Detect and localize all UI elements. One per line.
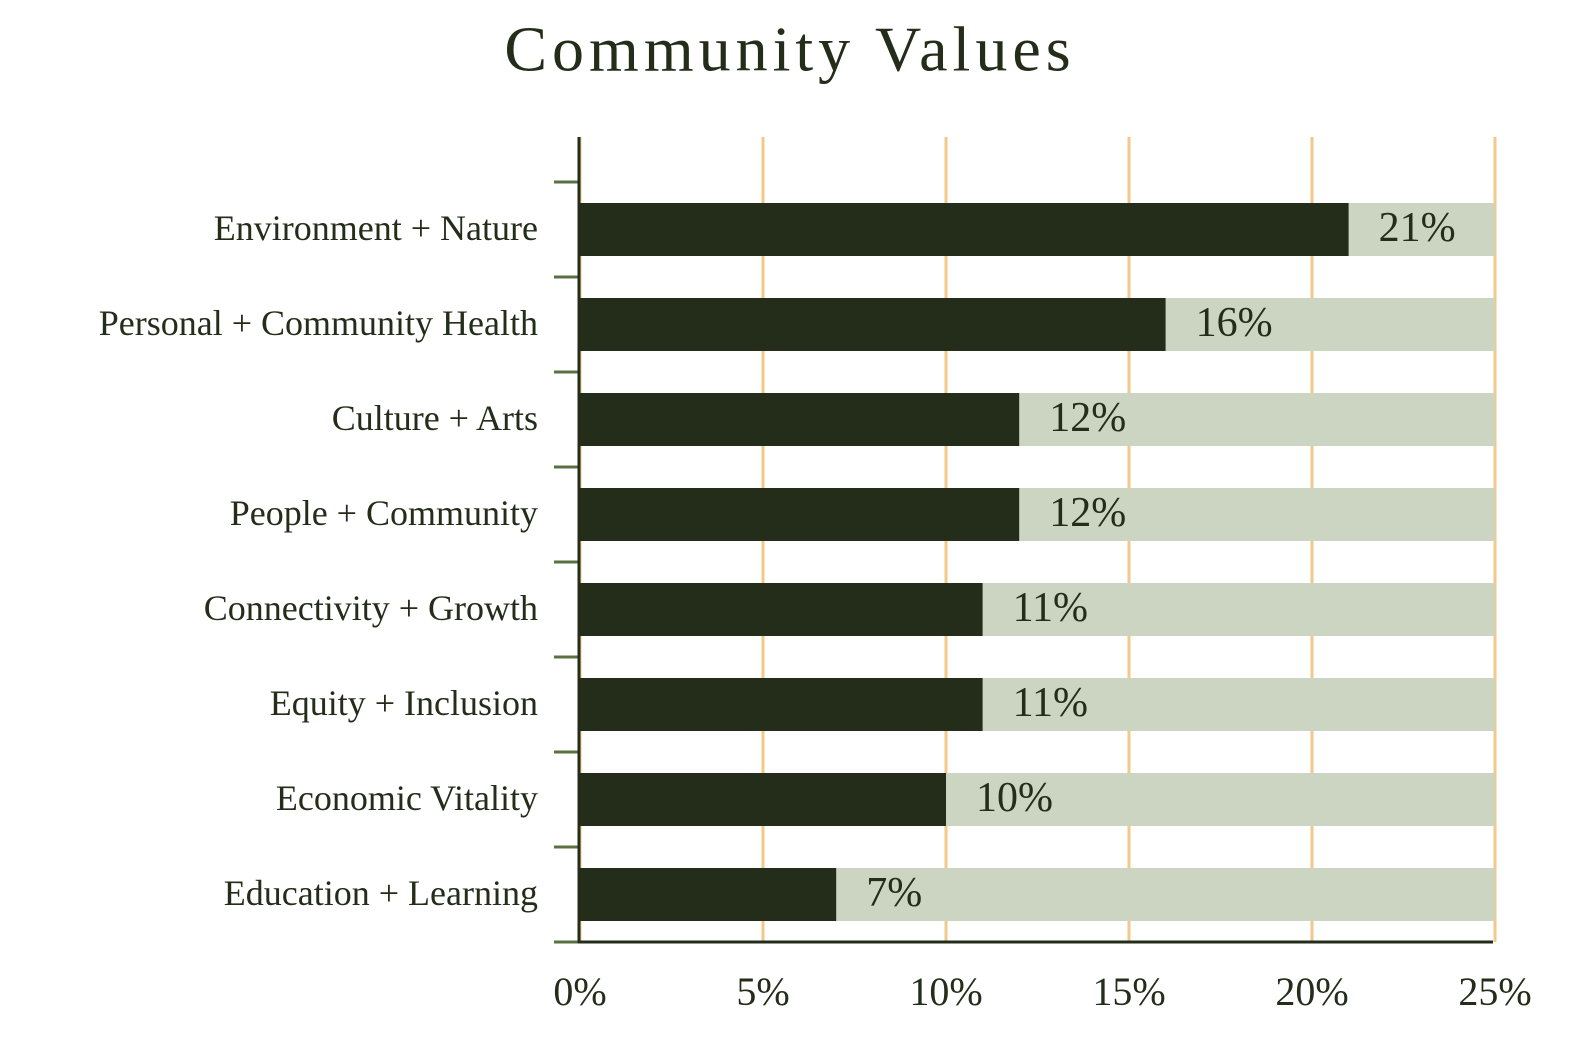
bar — [580, 773, 946, 826]
bar — [580, 393, 1020, 446]
bar — [580, 678, 983, 731]
bar — [580, 488, 1020, 541]
x-tick-label: 0% — [553, 969, 606, 1014]
x-tick-label: 5% — [736, 969, 789, 1014]
data-label: 21% — [1379, 205, 1456, 251]
bar — [580, 868, 837, 921]
bar — [580, 298, 1166, 351]
data-label: 7% — [866, 870, 922, 916]
y-tick-label: Education + Learning — [224, 873, 538, 913]
x-tick-label: 20% — [1275, 969, 1348, 1014]
y-tick-label: Connectivity + Growth — [204, 588, 538, 628]
y-tick-label: Economic Vitality — [276, 778, 538, 818]
data-label: 12% — [1049, 490, 1126, 536]
data-label: 11% — [1013, 680, 1088, 726]
chart-title: Community Values — [504, 14, 1075, 85]
y-tick-label: Equity + Inclusion — [270, 683, 538, 723]
x-tick-label: 15% — [1092, 969, 1165, 1014]
bar — [580, 203, 1349, 256]
bar — [580, 583, 983, 636]
data-label: 10% — [976, 775, 1053, 821]
data-label: 12% — [1049, 395, 1126, 441]
y-tick-label: Personal + Community Health — [99, 303, 538, 343]
y-tick-label: Environment + Nature — [214, 208, 538, 248]
x-tick-label: 25% — [1458, 969, 1531, 1014]
x-tick-label: 10% — [909, 969, 982, 1014]
data-label: 16% — [1196, 300, 1273, 346]
y-tick-label: Culture + Arts — [332, 398, 538, 438]
y-tick-label: People + Community — [230, 493, 538, 533]
data-label: 11% — [1013, 585, 1088, 631]
